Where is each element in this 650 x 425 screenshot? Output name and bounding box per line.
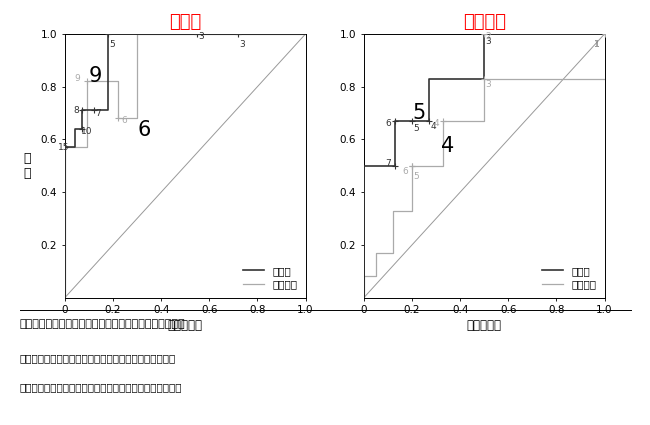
Text: 4: 4	[430, 122, 436, 131]
Y-axis label: 感
度: 感 度	[23, 152, 31, 180]
Text: 5: 5	[413, 172, 419, 181]
Text: 15: 15	[58, 143, 70, 152]
Text: 5: 5	[413, 125, 419, 133]
Title: 準危険域: 準危険域	[463, 13, 506, 31]
Legend: 利き手, 非利き手: 利き手, 非利き手	[240, 263, 300, 292]
Text: 6: 6	[137, 120, 151, 140]
Text: 10: 10	[81, 127, 93, 136]
Text: 9: 9	[89, 66, 103, 86]
Text: 6: 6	[402, 167, 408, 176]
Text: 1: 1	[594, 40, 600, 49]
X-axis label: １ー特異度: １ー特異度	[467, 319, 502, 332]
Text: 6: 6	[385, 119, 391, 128]
Text: 1: 1	[594, 40, 600, 49]
Text: 4: 4	[434, 119, 439, 128]
Text: 9: 9	[74, 74, 80, 83]
Text: 3: 3	[486, 37, 491, 46]
Text: 5: 5	[412, 103, 425, 123]
Text: 3: 3	[199, 32, 205, 41]
Text: 8: 8	[73, 106, 79, 115]
X-axis label: １ー特異度: １ー特異度	[168, 319, 203, 332]
Text: 3: 3	[486, 79, 491, 88]
Text: 2: 2	[486, 32, 491, 41]
Text: 5: 5	[110, 40, 116, 49]
Title: 危険域: 危険域	[169, 13, 202, 31]
Text: 4: 4	[441, 136, 454, 156]
Text: 7: 7	[385, 159, 391, 167]
Text: 6: 6	[121, 116, 127, 125]
Text: 3: 3	[240, 40, 245, 49]
Text: 危険域となる受傷回数は利き手で６回、非利き手で９回: 危険域となる受傷回数は利き手で６回、非利き手で９回	[20, 353, 176, 363]
Text: 7: 7	[96, 108, 101, 118]
Text: 図４：骨欠損が危険域、準危険域となりやすい受傷回数: 図４：骨欠損が危険域、準危険域となりやすい受傷回数	[20, 319, 185, 329]
Text: 準危険域となる受傷回数は利き手で４回、非利き手で５回: 準危険域となる受傷回数は利き手で４回、非利き手で５回	[20, 382, 182, 393]
Legend: 利き手, 非利き手: 利き手, 非利き手	[539, 263, 599, 292]
